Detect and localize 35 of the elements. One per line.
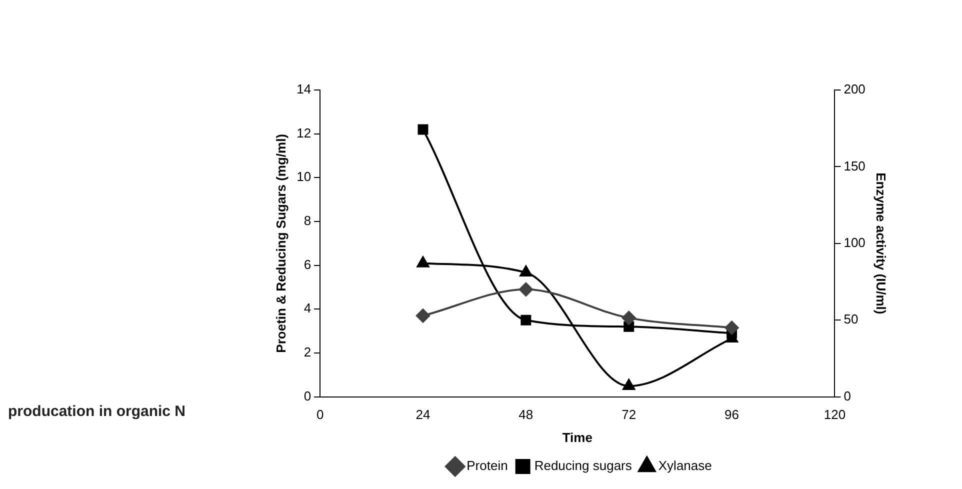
text: producation in organic N	[8, 403, 186, 420]
x-tick-label: 24	[416, 407, 430, 422]
y2-tick-label: 150	[844, 158, 866, 174]
point	[416, 308, 430, 323]
x-tick-label: 0	[316, 407, 324, 422]
point	[520, 266, 532, 277]
x-tick-label: 48	[518, 407, 534, 422]
point	[418, 124, 428, 135]
y-tick-label: 14	[296, 82, 312, 97]
point	[724, 320, 739, 335]
x-tick-label: 120	[824, 407, 846, 422]
point	[518, 282, 533, 296]
legend-label: Xylanase	[658, 458, 712, 474]
y-tick-label: 12	[296, 125, 312, 140]
point	[520, 314, 532, 326]
legend-label: Reducing sugars	[534, 458, 632, 474]
x-tick-label: 96	[724, 407, 740, 422]
y-axis-title: Proetin & Reducing Sugars (mg/ml)	[273, 134, 288, 353]
y-tick-label: 6	[304, 256, 312, 272]
y-tick-label: 10	[296, 169, 312, 184]
point	[622, 379, 636, 390]
y-tick-label: 8	[304, 213, 312, 228]
y-tick-label: 2	[304, 344, 312, 360]
point	[622, 310, 636, 325]
y2-tick-label: 200	[844, 82, 866, 97]
x-tick-label: 72	[622, 407, 636, 422]
y-tick-label: 4	[304, 300, 312, 316]
y-tick-label: 0	[304, 388, 312, 404]
y2-tick-label: 50	[844, 312, 858, 327]
y2-tick-label: 100	[844, 234, 866, 250]
y2-tick-label: 0	[844, 388, 851, 404]
y2-axis-title: Enzyme activity (IU/ml)	[874, 172, 889, 314]
legend-label: Protein	[466, 458, 508, 474]
point	[416, 256, 430, 268]
x-axis-title: Time	[562, 430, 592, 445]
